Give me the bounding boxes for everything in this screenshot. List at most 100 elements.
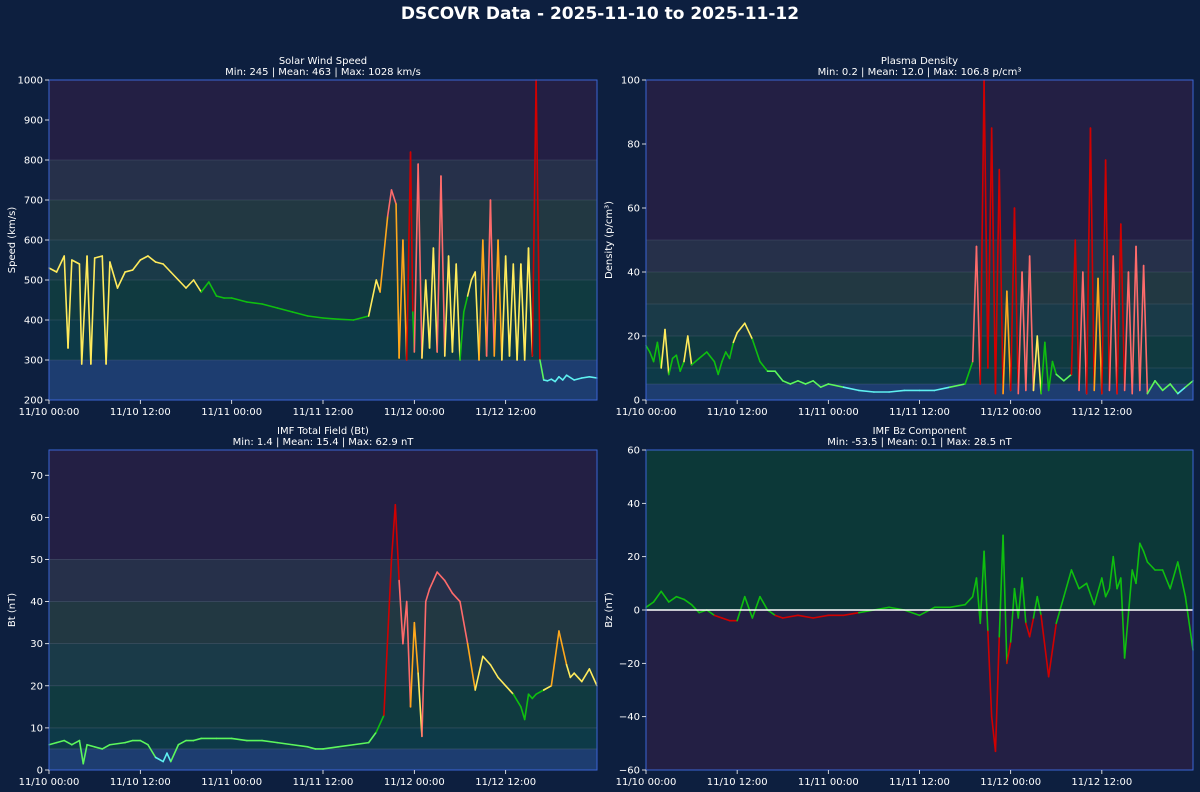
data-segment — [918, 606, 936, 617]
band-1 — [49, 727, 597, 749]
data-segment — [482, 239, 488, 357]
data-segment — [90, 257, 96, 365]
data-segment — [683, 335, 689, 363]
chart-subtitle: Min: 245 | Mean: 463 | Max: 1028 km/s — [225, 67, 421, 78]
data-segment — [512, 693, 522, 708]
data-segment — [565, 663, 572, 679]
data-segment — [983, 79, 989, 369]
x-tick-label: 11/12 12:00 — [475, 407, 536, 418]
data-segment — [743, 595, 754, 619]
band-1 — [646, 450, 1193, 610]
data-segment — [1169, 561, 1179, 590]
chart-title: IMF Bz Component — [873, 426, 967, 437]
data-segment — [105, 261, 111, 365]
data-segment — [686, 335, 693, 366]
chart-subtitle: Min: 0.2 | Mean: 12.0 | Max: 106.8 p/cm³ — [818, 67, 1022, 78]
data-segment — [1025, 622, 1031, 638]
x-tick-label: 11/10 12:00 — [707, 407, 768, 418]
panel-speed: 200 300 400 500 600 700 800 900 1000 11/10 00:00 1… — [7, 56, 598, 418]
data-segment — [1101, 577, 1107, 598]
data-segment — [1009, 207, 1016, 392]
data-segment — [675, 354, 681, 373]
data-segment — [903, 609, 921, 617]
series-density — [645, 79, 1194, 395]
data-segment — [93, 746, 104, 750]
data-segment — [478, 239, 484, 361]
data-segment — [827, 383, 845, 389]
data-segment — [1028, 617, 1035, 638]
y-axis-label: Bz (nT) — [604, 592, 615, 628]
band-5 — [646, 240, 1193, 272]
panel-density: 0 20 40 60 80 100 11/10 00:00 11/10 12:00 11/11 … — [604, 56, 1194, 418]
band-3 — [646, 304, 1193, 336]
data-segment — [200, 281, 210, 293]
data-segment — [842, 611, 860, 617]
data-segment — [679, 360, 685, 373]
data-segment — [1002, 290, 1008, 395]
data-segment — [1006, 641, 1012, 665]
data-segment — [797, 379, 807, 385]
data-segment — [979, 550, 985, 625]
data-segment — [1093, 277, 1099, 392]
data-segment — [413, 163, 419, 353]
data-segment — [971, 577, 978, 598]
data-segment — [291, 743, 309, 748]
data-segment — [322, 746, 340, 750]
y-tick-label: 400 — [24, 316, 43, 327]
data-segment — [998, 168, 1004, 395]
y-tick-label: 700 — [24, 196, 43, 207]
data-segment — [683, 598, 693, 606]
data-segment — [306, 315, 324, 319]
data-segment — [1161, 569, 1172, 590]
data-segment — [1135, 542, 1141, 585]
data-segment — [504, 684, 515, 696]
data-segment — [208, 281, 218, 297]
y-tick-label: 50 — [30, 555, 43, 566]
data-segment — [1104, 587, 1111, 598]
data-segment — [1169, 383, 1179, 395]
data-segment — [1074, 239, 1080, 392]
data-segment — [520, 263, 526, 361]
data-segment — [994, 168, 1001, 395]
data-segment — [1177, 561, 1187, 598]
y-tick-label: 60 — [30, 513, 43, 524]
data-segment — [109, 261, 119, 289]
x-tick-label: 11/10 12:00 — [110, 407, 171, 418]
data-segment — [520, 706, 526, 721]
data-segment — [975, 577, 982, 625]
data-segment — [539, 359, 545, 381]
y-tick-label: 0 — [634, 606, 640, 617]
data-segment — [732, 331, 738, 344]
data-segment — [656, 341, 662, 369]
data-segment — [717, 360, 723, 376]
x-tick-label: 11/11 00:00 — [201, 777, 262, 788]
data-segment — [1078, 271, 1084, 392]
data-segment — [751, 338, 761, 363]
data-segment — [1177, 386, 1187, 395]
data-segment — [648, 351, 655, 363]
data-segment — [1142, 550, 1149, 563]
y-axis-label: Bt (nT) — [7, 593, 18, 627]
data-segment — [1032, 335, 1039, 392]
data-segment — [652, 341, 659, 363]
x-tick-label: 11/10 12:00 — [707, 777, 768, 788]
data-segment — [1120, 577, 1126, 659]
data-segment — [261, 739, 279, 744]
data-segment — [55, 739, 66, 744]
data-segment — [63, 255, 69, 349]
data-segment — [1131, 245, 1137, 395]
data-segment — [455, 263, 461, 361]
data-segment — [588, 668, 598, 687]
data-segment — [147, 743, 157, 759]
data-segment — [501, 255, 507, 361]
data-segment — [154, 756, 164, 763]
y-tick-label: 40 — [627, 268, 640, 279]
data-segment — [1154, 379, 1164, 392]
data-segment — [667, 357, 674, 376]
data-segment — [964, 360, 974, 385]
data-segment — [379, 215, 389, 293]
data-segment — [1127, 271, 1134, 395]
data-segment — [86, 255, 92, 365]
band-1 — [49, 320, 597, 360]
